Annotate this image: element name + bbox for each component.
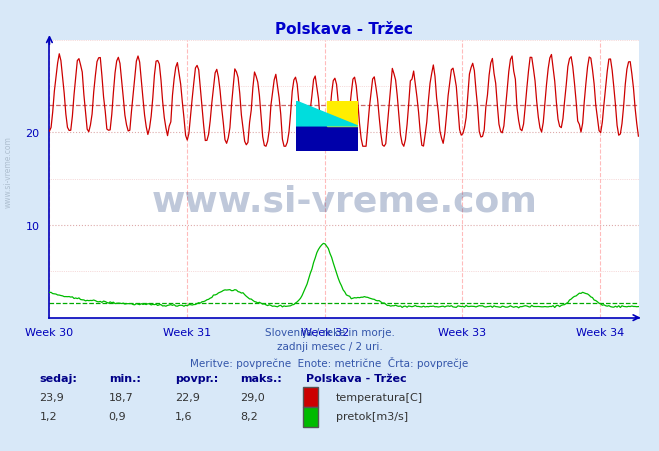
Text: sedaj:: sedaj: [40, 373, 77, 383]
Text: 22,9: 22,9 [175, 392, 200, 402]
Text: 8,2: 8,2 [241, 411, 258, 421]
Text: maks.:: maks.: [241, 373, 282, 383]
Text: zadnji mesec / 2 uri.: zadnji mesec / 2 uri. [277, 341, 382, 351]
Text: Polskava - Tržec: Polskava - Tržec [306, 373, 407, 383]
Polygon shape [327, 101, 358, 127]
Polygon shape [296, 101, 358, 127]
Text: www.si-vreme.com: www.si-vreme.com [3, 135, 13, 207]
Title: Polskava - Tržec: Polskava - Tržec [275, 22, 413, 37]
Text: 29,0: 29,0 [241, 392, 266, 402]
Text: pretok[m3/s]: pretok[m3/s] [336, 411, 408, 421]
Text: 1,2: 1,2 [40, 411, 57, 421]
Text: 0,9: 0,9 [109, 411, 127, 421]
Text: 23,9: 23,9 [40, 392, 65, 402]
Polygon shape [296, 127, 358, 152]
Text: 18,7: 18,7 [109, 392, 134, 402]
Text: 1,6: 1,6 [175, 411, 192, 421]
Text: Meritve: povprečne  Enote: metrične  Črta: povprečje: Meritve: povprečne Enote: metrične Črta:… [190, 356, 469, 368]
Text: povpr.:: povpr.: [175, 373, 218, 383]
Text: www.si-vreme.com: www.si-vreme.com [152, 184, 537, 218]
Text: temperatura[C]: temperatura[C] [336, 392, 423, 402]
Text: Slovenija / reke in morje.: Slovenija / reke in morje. [264, 327, 395, 337]
Text: min.:: min.: [109, 373, 140, 383]
